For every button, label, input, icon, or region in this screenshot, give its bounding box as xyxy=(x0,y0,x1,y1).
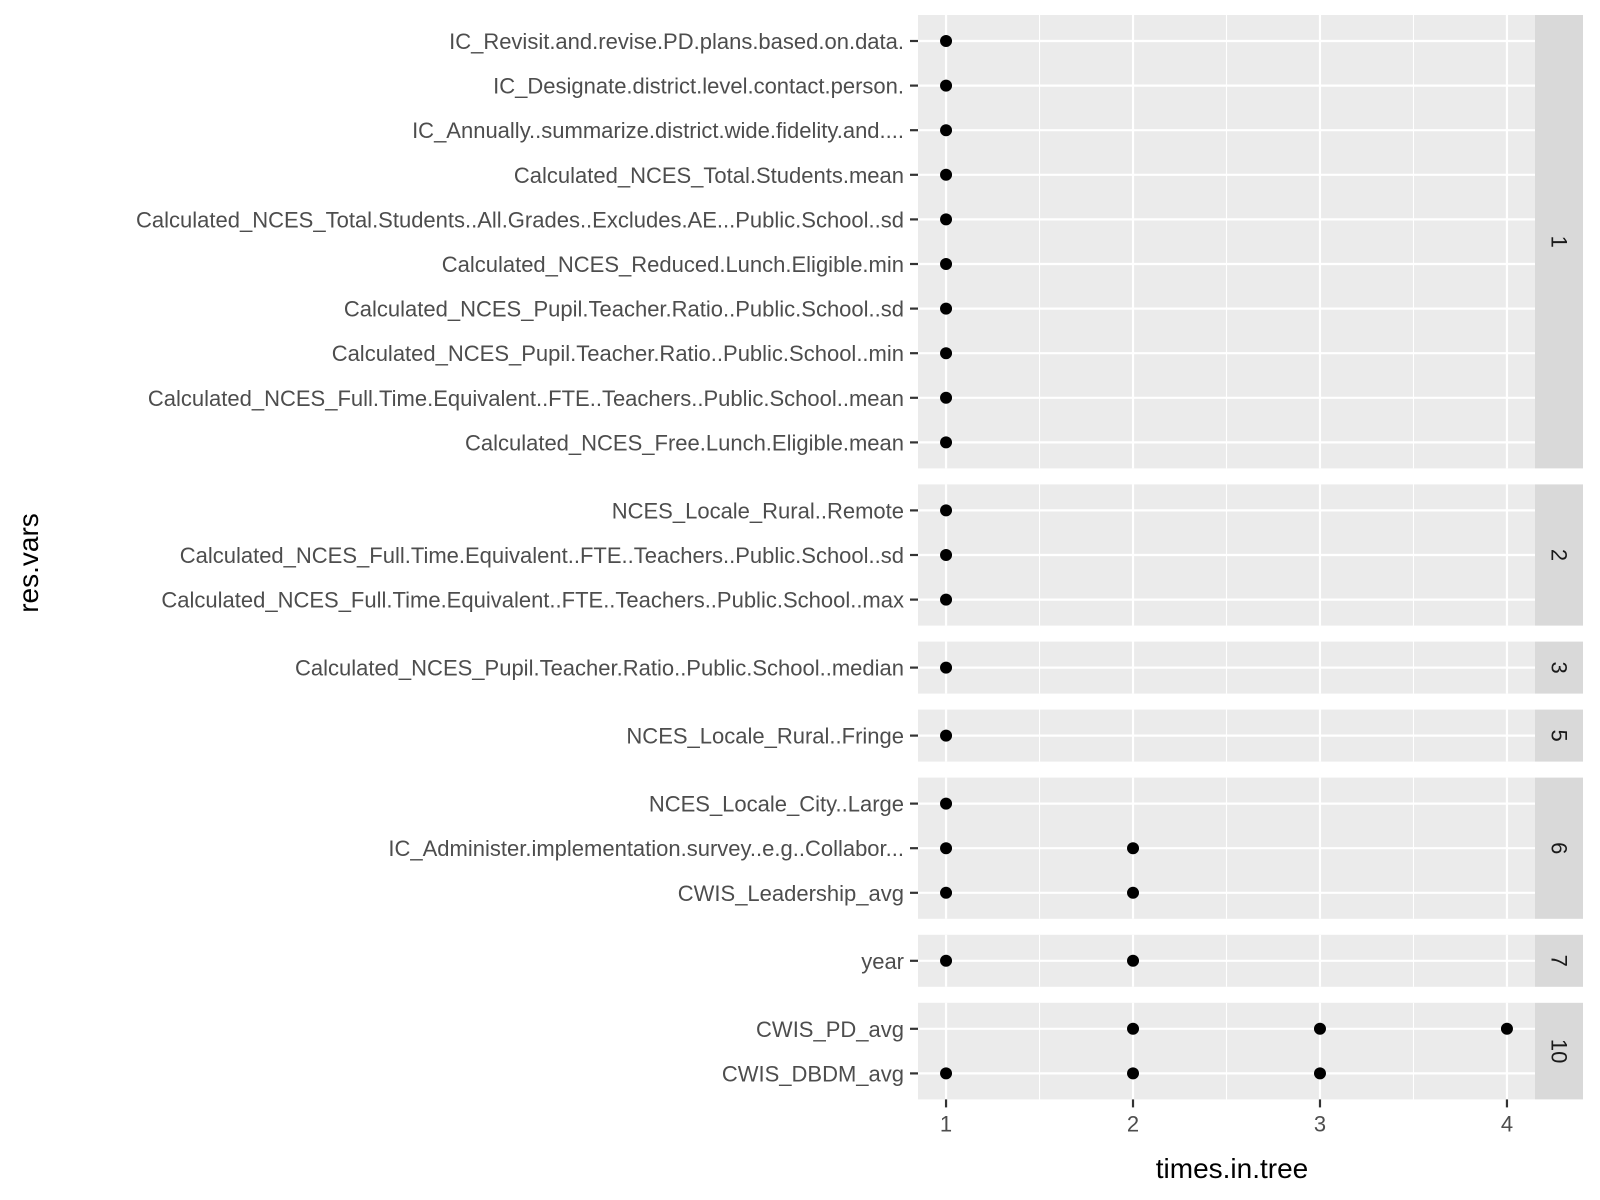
data-point xyxy=(940,886,953,899)
facet-panel-5: NCES_Locale_Rural..Fringe 5 xyxy=(626,709,1583,762)
data-point xyxy=(940,729,953,742)
y-tick-label: Calculated_NCES_Free.Lunch.Eligible.mean xyxy=(465,430,904,455)
data-point xyxy=(940,842,953,855)
x-axis: 1 2 3 4 xyxy=(940,1099,1513,1136)
facet-panels: IC_Revisit.and.revise.PD.plans.based.on.… xyxy=(136,15,1583,1100)
y-tick-label: Calculated_NCES_Pupil.Teacher.Ratio..Pub… xyxy=(332,341,904,366)
data-point xyxy=(940,436,953,449)
facet-strip-label: 3 xyxy=(1547,661,1572,673)
x-tick-label: 4 xyxy=(1501,1111,1513,1136)
data-point xyxy=(940,35,953,47)
y-tick-label: IC_Annually..summarize.district.wide.fid… xyxy=(412,118,904,143)
facet-strip-label: 10 xyxy=(1547,1039,1572,1063)
facet-strip xyxy=(1535,641,1583,694)
y-tick-label: Calculated_NCES_Pupil.Teacher.Ratio..Pub… xyxy=(295,656,904,681)
y-tick-label: Calculated_NCES_Total.Students.mean xyxy=(514,163,904,188)
data-point xyxy=(940,797,953,810)
facet-strip-label: 7 xyxy=(1547,955,1572,967)
y-tick-label: NCES_Locale_City..Large xyxy=(649,792,904,817)
y-tick-label: NCES_Locale_Rural..Fringe xyxy=(626,724,904,749)
y-tick-label: CWIS_Leadership_avg xyxy=(678,881,904,906)
facet-panel-3: Calculated_NCES_Pupil.Teacher.Ratio..Pub… xyxy=(295,641,1583,694)
facet-panel-1: IC_Revisit.and.revise.PD.plans.based.on.… xyxy=(136,15,1583,469)
x-tick-label: 3 xyxy=(1314,1111,1326,1136)
data-point xyxy=(1127,1067,1140,1080)
data-point xyxy=(1127,886,1140,899)
y-tick-label: Calculated_NCES_Full.Time.Equivalent..FT… xyxy=(161,588,904,613)
data-point xyxy=(1127,1022,1140,1035)
y-tick-label: CWIS_DBDM_avg xyxy=(722,1061,904,1086)
y-tick-label: Calculated_NCES_Full.Time.Equivalent..FT… xyxy=(148,386,904,411)
facet-strip-label: 5 xyxy=(1547,729,1572,741)
data-point xyxy=(940,593,953,606)
data-point xyxy=(940,1067,953,1080)
data-point xyxy=(1127,842,1140,855)
y-tick-label: Calculated_NCES_Full.Time.Equivalent..FT… xyxy=(180,543,904,568)
y-axis-title: res.vars xyxy=(13,513,44,613)
y-tick-label: Calculated_NCES_Total.Students..All.Grad… xyxy=(136,207,904,232)
x-tick-label: 1 xyxy=(940,1111,952,1136)
y-tick-label: Calculated_NCES_Reduced.Lunch.Eligible.m… xyxy=(442,252,904,277)
y-tick-label: CWIS_PD_avg xyxy=(756,1017,904,1042)
data-point xyxy=(1313,1067,1326,1080)
facet-strip xyxy=(1535,777,1583,919)
data-point xyxy=(940,391,953,404)
y-tick-label: IC_Revisit.and.revise.PD.plans.based.on.… xyxy=(449,29,904,54)
data-point xyxy=(940,347,953,360)
x-tick-label: 2 xyxy=(1127,1111,1139,1136)
y-tick-label: NCES_Locale_Rural..Remote xyxy=(612,498,904,523)
facet-panel-10: CWIS_PD_avg CWIS_DBDM_avg 10 xyxy=(722,1002,1583,1100)
y-tick-label: year xyxy=(861,949,904,974)
data-point xyxy=(940,258,953,270)
facet-panel-7: year 7 xyxy=(861,934,1583,987)
data-point xyxy=(940,124,953,137)
facet-strip xyxy=(1535,709,1583,762)
data-point xyxy=(1127,954,1140,967)
facet-strip xyxy=(1535,15,1583,469)
y-tick-label: IC_Administer.implementation.survey..e.g… xyxy=(388,836,904,861)
data-point xyxy=(940,504,953,517)
data-point xyxy=(940,549,953,561)
data-point xyxy=(940,213,953,226)
facet-strip-label: 6 xyxy=(1547,842,1572,854)
data-point xyxy=(940,661,953,674)
data-point xyxy=(1313,1022,1326,1035)
facet-strip-label: 1 xyxy=(1547,236,1572,248)
data-point xyxy=(940,302,953,315)
facet-strip xyxy=(1535,1002,1583,1100)
facet-panel-6: NCES_Locale_City..Large IC_Administer.imp… xyxy=(388,777,1583,919)
data-point xyxy=(1500,1022,1513,1035)
x-axis-title: times.in.tree xyxy=(1156,1153,1309,1184)
data-point xyxy=(940,79,953,92)
facet-strip xyxy=(1535,484,1583,626)
data-point xyxy=(940,168,953,181)
data-point xyxy=(940,954,953,967)
facet-strip-label: 2 xyxy=(1547,549,1572,561)
facet-panel-2: NCES_Locale_Rural..Remote Calculated_NCES… xyxy=(161,484,1583,626)
y-tick-label: IC_Designate.district.level.contact.pers… xyxy=(493,74,904,99)
y-tick-label: Calculated_NCES_Pupil.Teacher.Ratio..Pub… xyxy=(344,297,904,322)
facet-strip xyxy=(1535,934,1583,987)
